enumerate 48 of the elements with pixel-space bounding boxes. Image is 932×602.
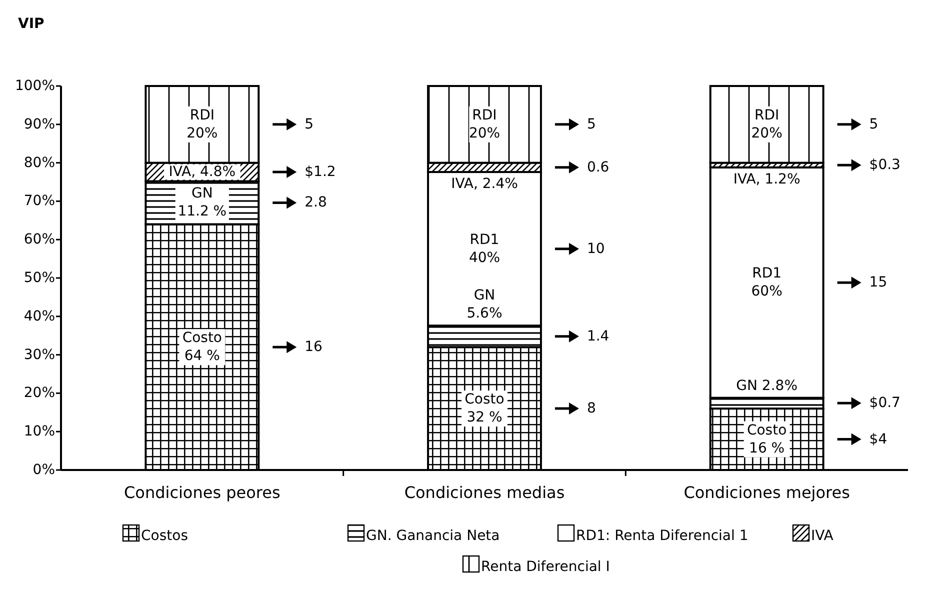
annotation: 8 (586, 400, 596, 417)
y-tick-label: 10% (24, 424, 55, 440)
y-tick-label: 100% (14, 78, 55, 94)
y-tick-label: 20% (24, 385, 55, 402)
legend-label: Costos (141, 528, 188, 544)
x-tick-label: Condiciones medias (404, 483, 565, 502)
data-label: IVA, 4.8% (168, 164, 236, 180)
legend-label: RD1: Renta Diferencial 1 (576, 528, 748, 544)
data-label: RDI 20% (468, 107, 500, 142)
y-tick-label: 60% (24, 232, 55, 248)
y-tick-label: 80% (24, 154, 55, 171)
annotation: 10 (586, 240, 605, 257)
annotation: 5 (586, 116, 596, 132)
annotation: $0.7 (869, 395, 900, 412)
y-tick-label: 70% (24, 193, 55, 210)
data-label: IVA, 2.4% (451, 176, 518, 192)
legend-label: IVA (811, 528, 834, 544)
data-label: RD1 60% (751, 266, 782, 300)
annotation: 1.4 (586, 328, 610, 344)
annotation: $4 (869, 431, 888, 448)
annotation: 5 (304, 116, 314, 132)
data-label: Costo 64 % (182, 330, 222, 364)
data-label: IVA, 1.2% (733, 171, 800, 188)
data-label: RD1 40% (468, 232, 500, 266)
chart-title: VIP (18, 16, 44, 32)
legend-label: Renta Diferencial I (481, 559, 610, 575)
annotation: $0.3 (869, 157, 900, 174)
annotation: $1.2 (304, 164, 336, 180)
data-label: Costo 16 % (746, 422, 787, 456)
annotation: 16 (304, 339, 323, 356)
data-label: Costo 32 % (464, 392, 504, 426)
y-tick-label: 30% (24, 346, 55, 363)
annotation: 2.8 (304, 194, 327, 211)
y-tick-label: 90% (24, 116, 55, 132)
legend-label: GN. Ganancia Neta (366, 528, 500, 544)
data-label: GN 2.8% (736, 378, 798, 394)
annotation: 15 (869, 274, 888, 291)
y-tick-label: 0% (32, 462, 55, 478)
x-tick-label: Condiciones mejores (684, 483, 850, 502)
data-label: GN 11.2 % (178, 186, 227, 220)
data-label: RDI 20% (186, 107, 218, 142)
data-label: RDI 20% (751, 107, 782, 142)
data-label: GN 5.6% (466, 288, 502, 322)
y-tick-label: 40% (24, 308, 55, 324)
annotation: 5 (869, 116, 878, 132)
annotation: 0.6 (586, 159, 610, 176)
y-tick-label: 50% (24, 270, 55, 286)
x-tick-label: Condiciones peores (124, 483, 280, 502)
